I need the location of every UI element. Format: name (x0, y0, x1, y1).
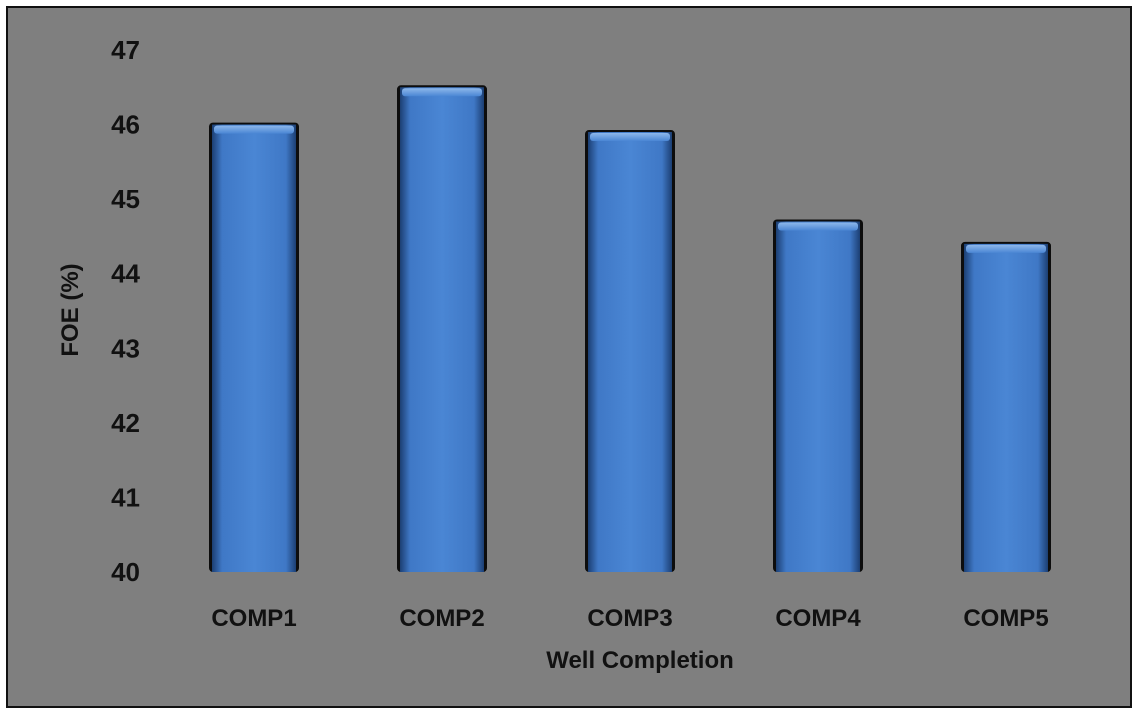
y-axis-title: FOE (%) (57, 263, 84, 356)
bar (397, 85, 487, 573)
bar-top-highlight (590, 133, 670, 142)
bars (209, 85, 1051, 573)
y-tick-label: 46 (111, 110, 140, 140)
bar-body (400, 87, 484, 573)
bar (209, 122, 299, 573)
bar (585, 130, 675, 572)
y-axis-ticks: 40 41 42 43 44 45 46 47 (111, 35, 140, 587)
bar-top-highlight (778, 222, 858, 231)
x-axis-title: Well Completion (546, 647, 734, 674)
bar-top-highlight (402, 88, 482, 97)
y-tick-label: 40 (111, 557, 140, 587)
chart-frame (6, 6, 1132, 708)
y-tick-label: 44 (111, 259, 140, 289)
y-tick-label: 42 (111, 408, 140, 438)
x-tick-label: COMP4 (775, 605, 861, 632)
bar (961, 241, 1051, 572)
bar-body (588, 132, 672, 572)
y-tick-label: 43 (111, 333, 140, 363)
y-tick-label: 45 (111, 184, 140, 214)
bar-body (964, 243, 1048, 572)
x-tick-label: COMP2 (399, 605, 484, 632)
x-tick-label: COMP1 (211, 605, 296, 632)
bar-body (776, 221, 860, 572)
y-tick-label: 41 (111, 482, 140, 512)
x-tick-label: COMP5 (963, 605, 1048, 632)
x-tick-label: COMP3 (587, 605, 672, 632)
bar (773, 219, 863, 572)
bar-top-highlight (966, 244, 1046, 253)
bar-top-highlight (214, 125, 294, 134)
y-tick-label: 47 (111, 35, 140, 65)
x-axis-labels: COMP1 COMP2 COMP3 COMP4 COMP5 (211, 605, 1048, 632)
bar-body (212, 124, 296, 573)
